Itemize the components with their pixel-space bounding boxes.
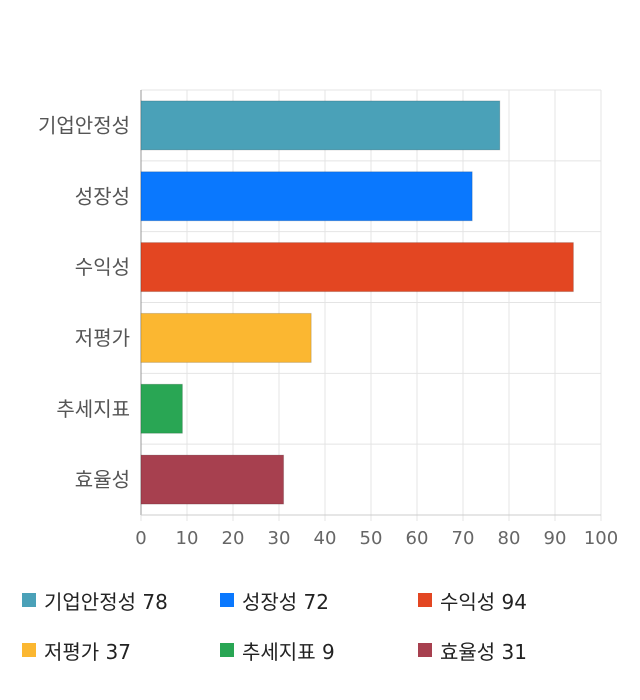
bar <box>140 383 183 434</box>
legend-label: 수익성 94 <box>440 589 528 614</box>
legend-label: 성장성 72 <box>242 589 330 614</box>
legend-label: 기업안정성 78 <box>44 589 168 614</box>
x-tick-label: 90 <box>544 528 567 549</box>
legend-swatch <box>22 643 36 657</box>
legend-swatch <box>220 593 234 607</box>
bar <box>140 100 501 151</box>
legend-label: 추세지표 9 <box>242 639 335 664</box>
bar <box>140 454 285 505</box>
x-tick-label: 70 <box>452 528 475 549</box>
legend: 기업안정성 78 성장성 72 수익성 94 저평가 37 추세지표 9 효율성 31 <box>0 580 640 690</box>
legend-item[interactable]: 효율성 31 <box>418 636 527 664</box>
legend-item[interactable]: 저평가 37 <box>22 636 131 664</box>
x-tick-label: 20 <box>222 528 245 549</box>
category-label: 효율성 <box>75 468 130 492</box>
category-label: 추세지표 <box>56 397 130 421</box>
legend-item[interactable]: 추세지표 9 <box>220 636 335 664</box>
legend-label: 저평가 37 <box>44 639 132 664</box>
bar <box>140 171 473 222</box>
bars <box>140 100 574 505</box>
category-label: 성장성 <box>75 184 130 208</box>
bar <box>140 312 312 363</box>
x-tick-label: 0 <box>135 528 146 549</box>
category-label: 저평가 <box>75 326 130 350</box>
x-tick-label: 100 <box>584 528 618 549</box>
bar <box>140 242 574 293</box>
x-tick-label: 50 <box>360 528 383 549</box>
legend-swatch <box>22 593 36 607</box>
x-tick-label: 10 <box>176 528 199 549</box>
x-tick-label: 30 <box>268 528 291 549</box>
legend-item[interactable]: 수익성 94 <box>418 586 527 614</box>
legend-swatch <box>220 643 234 657</box>
x-tick-label: 40 <box>314 528 337 549</box>
x-tick-label: 80 <box>498 528 521 549</box>
legend-item[interactable]: 성장성 72 <box>220 586 329 614</box>
legend-item[interactable]: 기업안정성 78 <box>22 586 168 614</box>
legend-swatch <box>418 643 432 657</box>
grid-lines <box>140 89 602 521</box>
legend-label: 효율성 31 <box>440 639 528 664</box>
legend-swatch <box>418 593 432 607</box>
x-tick-label: 60 <box>406 528 429 549</box>
category-label: 기업안정성 <box>38 113 130 137</box>
x-tick-labels: 0 10 20 30 40 50 60 70 80 90 100 <box>135 528 618 549</box>
category-label: 수익성 <box>75 255 130 279</box>
